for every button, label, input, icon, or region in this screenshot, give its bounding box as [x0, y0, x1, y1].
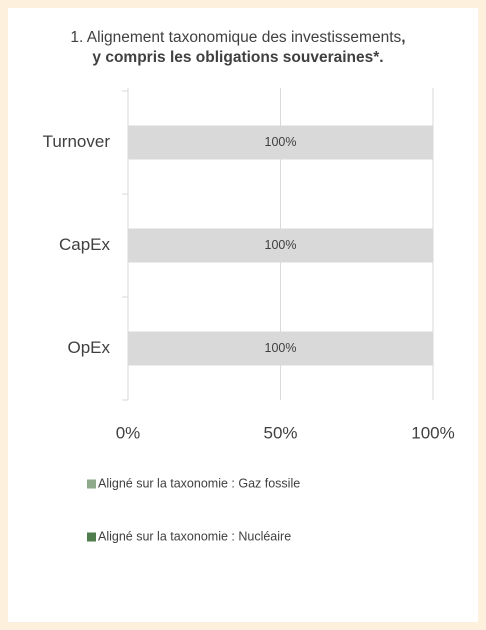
legend-swatch [87, 479, 96, 489]
title-segment: 1. Alignement taxonomique des investisse… [70, 29, 402, 46]
value-label: 100% [265, 135, 297, 149]
x-tick-label: 50% [263, 423, 297, 442]
y-tick-label: OpEx [67, 338, 110, 357]
chart-title: 1. Alignement taxonomique des investisse… [66, 28, 410, 68]
x-tick-label: 100% [411, 423, 454, 442]
title-segment: , y compris les obligations souveraines*… [92, 29, 406, 66]
bar [128, 228, 433, 263]
legend-label: Aligné sur la taxonomie : Gaz fossile [98, 476, 300, 490]
legend-label: Aligné sur la taxonomie : Nucléaire [98, 529, 291, 543]
x-tick-label: 0% [116, 423, 141, 442]
value-label: 100% [265, 341, 297, 355]
y-tick-label: CapEx [59, 235, 111, 254]
bar [128, 125, 433, 160]
legend-swatch [87, 532, 96, 542]
bar [128, 331, 433, 366]
panel [8, 8, 478, 622]
y-tick-label: Turnover [43, 132, 111, 151]
value-label: 100% [265, 238, 297, 252]
